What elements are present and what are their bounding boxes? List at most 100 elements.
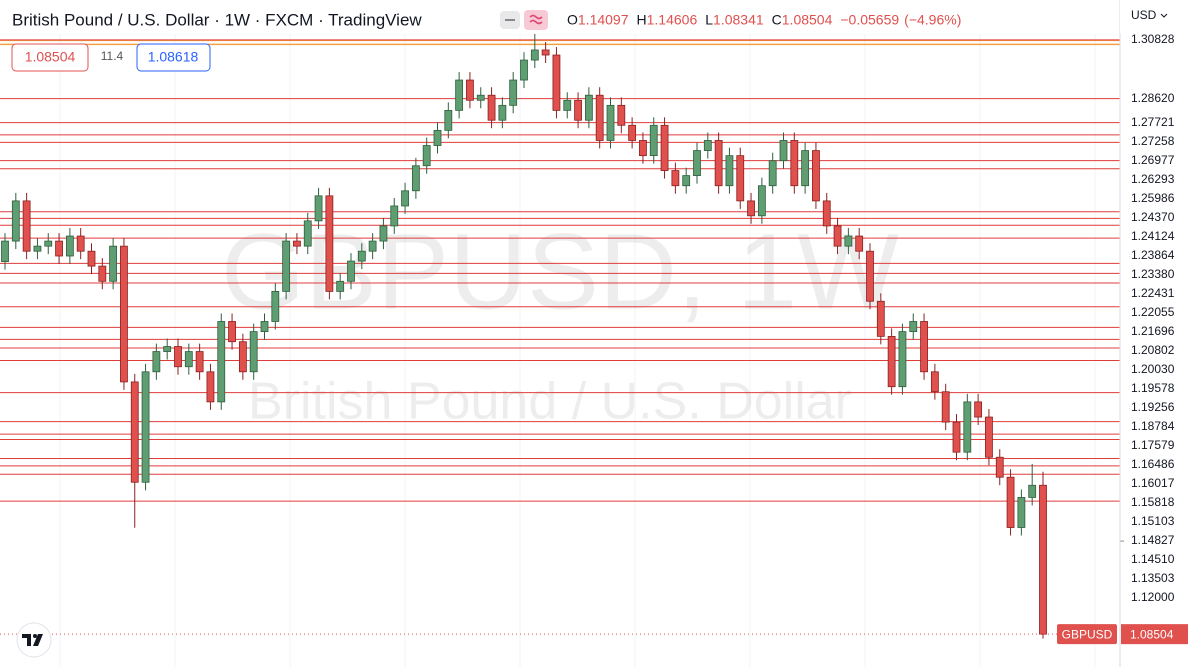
candle-body	[703, 140, 712, 151]
candle-body	[639, 140, 647, 157]
ask-box[interactable]	[136, 43, 211, 72]
candle-body	[357, 250, 366, 262]
legend-value: 1.14097	[578, 12, 629, 28]
candle-body	[898, 331, 907, 388]
legend-value: 1.08341	[713, 12, 764, 28]
level-label: 1.22431	[1131, 286, 1175, 300]
legend-value: 1.14606	[647, 12, 698, 28]
legend-key: O	[567, 12, 578, 28]
candle-body	[476, 94, 485, 101]
candle-body	[909, 321, 918, 332]
candle-body	[120, 245, 128, 383]
candle-body	[866, 250, 874, 302]
level-label: 1.23864	[1131, 248, 1175, 262]
level-label: 1.30828	[1131, 32, 1175, 46]
candle-body	[422, 145, 431, 167]
candle-body	[595, 94, 604, 141]
bid-box[interactable]	[11, 43, 89, 72]
candle-body	[347, 260, 355, 282]
candle-body	[33, 245, 42, 252]
chart-title: British Pound / U.S. Dollar · 1W · FXCM …	[12, 10, 422, 29]
candle-body	[130, 381, 139, 483]
level-label: 1.19256	[1131, 400, 1175, 414]
level-label: 1.17579	[1131, 438, 1175, 452]
candle-body	[1039, 484, 1047, 635]
candle-body	[682, 175, 691, 187]
symbol-tag-bg	[1057, 624, 1117, 645]
candle-body	[325, 195, 334, 292]
candle-body	[812, 150, 820, 202]
candle-body	[11, 200, 20, 242]
ask: 1.08618	[148, 49, 199, 65]
candle-body	[974, 401, 983, 418]
level-label: 1.14510	[1131, 552, 1175, 566]
level-label: 1.24370	[1131, 210, 1175, 224]
bid: 1.08504	[25, 49, 76, 65]
candle-body	[282, 240, 291, 292]
candle-body	[141, 371, 150, 483]
compare-button[interactable]	[524, 10, 548, 30]
candle-body	[736, 155, 745, 202]
candle-body	[1006, 476, 1015, 528]
level-label: 1.26293	[1131, 172, 1175, 186]
level-label: 1.22055	[1131, 305, 1175, 319]
level-label: 1.15103	[1131, 514, 1175, 528]
candle-body	[174, 346, 182, 368]
candle-body	[563, 99, 572, 111]
price-tag: 1.08504	[1130, 627, 1174, 641]
candle-body	[887, 335, 896, 388]
tags: GBPUSD	[0, 624, 1120, 645]
level-label: 1.27721	[1131, 115, 1175, 129]
candle-body	[76, 235, 85, 252]
candle-body	[109, 245, 118, 282]
candle-body	[314, 195, 323, 222]
candle-body	[195, 351, 204, 373]
candle-body	[184, 351, 193, 368]
candle-body	[498, 104, 507, 121]
currency[interactable]: USD	[1131, 8, 1157, 22]
level-label: 1.25986	[1131, 191, 1175, 205]
level-label: 1.27258	[1131, 134, 1175, 148]
candle-body	[822, 200, 831, 227]
candle-body	[552, 54, 561, 111]
spread: 11.4	[101, 49, 124, 63]
candle-body	[790, 140, 799, 187]
level-label: 1.21696	[1131, 324, 1175, 338]
level-label: 1.16017	[1131, 476, 1175, 490]
candle-body	[660, 124, 669, 171]
candle-body	[455, 79, 464, 111]
candle-body	[368, 240, 377, 252]
candle-body	[379, 225, 388, 242]
level-label: 1.20802	[1131, 343, 1175, 357]
candle-body	[725, 155, 734, 187]
candle-body	[55, 240, 63, 257]
candle-body	[509, 79, 518, 106]
candle-body	[44, 240, 53, 247]
candle-body	[260, 321, 269, 332]
candle-body	[693, 150, 701, 177]
tv-logo	[16, 622, 52, 658]
candle-body	[1017, 497, 1026, 528]
candle-body	[206, 371, 215, 403]
candle-body	[617, 104, 626, 126]
candle-body	[985, 416, 993, 458]
legend-change: (−4.96%)	[904, 12, 961, 28]
level-label: 1.16486	[1131, 457, 1175, 471]
candle-body	[995, 456, 1004, 478]
candle-body	[520, 59, 528, 81]
candle-body	[249, 331, 258, 373]
candle-body	[757, 185, 766, 217]
candle-body	[228, 321, 236, 343]
candle-body	[163, 346, 172, 352]
candle-body	[336, 280, 345, 292]
header-bg	[0, 0, 1116, 34]
level-label: 1.26977	[1131, 153, 1175, 167]
level-label: 1.15818	[1131, 495, 1175, 509]
candle-body	[876, 300, 885, 337]
level-label: 1.19578	[1131, 381, 1175, 395]
watermark-symbol: GBPUSD, 1W	[221, 211, 899, 332]
watermark-description: British Pound / U.S. Dollar	[248, 373, 852, 431]
